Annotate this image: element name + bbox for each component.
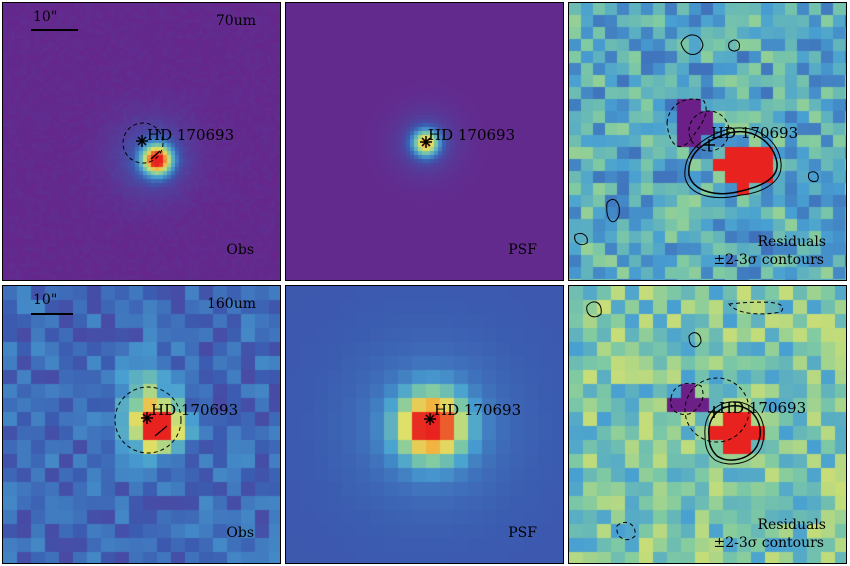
contour-label: ±2-3σ contours [713,535,824,551]
image-160um-obs [3,286,280,563]
aperture-circle [122,122,164,164]
target-label: HD 170693 [711,124,799,142]
residual-contour [728,301,784,315]
overlay-160um-obs [31,313,182,454]
overlay-160um-psf [424,413,436,425]
image-160um-residual [569,286,846,563]
image-160um-psf [286,286,563,563]
residual-contour [574,232,588,246]
overlay-70um-residual [574,34,819,246]
panel-type-label: Obs [226,525,254,541]
residual-contour [808,171,819,182]
panel-type-label: PSF [508,242,537,258]
panel-70um-obs: 10" 70um HD 170693 Obs [2,2,281,281]
star-marker-icon [141,412,153,424]
overlay-160um-residual [586,301,784,541]
aperture-circle [684,377,750,443]
target-label: HD 170693 [147,126,235,144]
overlay-70um-obs [31,29,164,164]
panel-type-label: PSF [508,525,537,541]
residual-label: Residuals [757,517,826,533]
star-marker-icon [420,136,432,148]
residual-contour [616,521,636,541]
overlay-70um-psf [420,136,432,148]
scale-bar-label: 10" [33,9,58,25]
residual-label: Residuals [757,234,826,250]
panel-type-label: Obs [226,242,254,258]
residual-contour [688,332,702,348]
residual-contour [606,199,620,223]
offset-vector [150,150,161,160]
aperture-circle [114,386,182,454]
star-marker-icon [703,139,715,151]
offset-vector [154,425,168,437]
residual-contour [666,98,707,147]
target-label: HD 170693 [151,401,239,419]
residual-contour [586,301,602,318]
star-marker-icon [424,413,436,425]
residual-contour [670,382,704,415]
star-marker-icon [136,135,148,147]
band-label: 70um [215,13,256,29]
residual-contour [688,131,778,195]
target-label: HD 170693 [428,126,516,144]
residual-contour [704,401,765,465]
target-label: HD 170693 [719,399,807,417]
residual-contour [684,127,782,198]
panel-160um-residual: HD 170693 Residuals ±2-3σ contours [568,285,847,564]
residual-contour [728,39,740,52]
band-label: 160um [206,296,256,312]
target-label: HD 170693 [434,401,522,419]
panel-160um-psf: HD 170693 PSF [285,285,564,564]
panel-160um-obs: 10" 160um HD 170693 Obs [2,285,281,564]
panel-70um-residual: HD 170693 Residuals ±2-3σ contours [568,2,847,281]
scale-bar-label: 10" [33,292,58,308]
residual-contour [680,34,704,55]
residual-contour [708,405,761,461]
contour-label: ±2-3σ contours [713,252,824,268]
star-marker-icon [708,406,720,418]
panel-70um-psf: HD 170693 PSF [285,2,564,281]
